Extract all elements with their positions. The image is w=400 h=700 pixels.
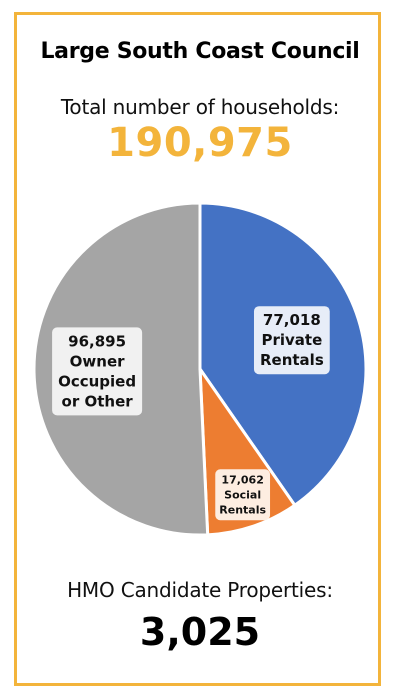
slice-name-label: Occupied: [58, 372, 136, 390]
hmo-value: 3,025: [139, 610, 261, 654]
slice-name-label: Social: [224, 488, 261, 501]
slice-name-label: Rentals: [260, 351, 324, 369]
households-label: Total number of households:: [60, 95, 340, 119]
slice-label-background: [52, 327, 143, 416]
hmo-label: HMO Candidate Properties:: [67, 578, 333, 602]
council-title: Large South Coast Council: [40, 39, 360, 64]
slice-name-label: Owner: [70, 352, 125, 370]
pie-label-owner-occupied-or-other: 96,895 Owner Occupied or Other: [52, 327, 143, 416]
slice-name-label: Rentals: [219, 503, 266, 516]
slice-label-background: [253, 306, 330, 375]
slice-name-label: Private: [261, 331, 322, 349]
pie-label-social-rentals: 17,062 Social Rentals: [215, 469, 271, 521]
pie-label-private-rentals: 77,018 Private Rentals: [253, 306, 330, 375]
slice-value-label: 96,895: [68, 332, 126, 350]
slice-value-label: 17,062: [221, 473, 263, 486]
slice-name-label: or Other: [62, 392, 134, 410]
households-total: 190,975: [107, 120, 293, 166]
slice-value-label: 77,018: [263, 311, 321, 329]
slice-label-background: [215, 469, 271, 521]
pie-labels: 77,018 Private Rentals 17,062 Social Rentals 9…: [52, 306, 330, 521]
